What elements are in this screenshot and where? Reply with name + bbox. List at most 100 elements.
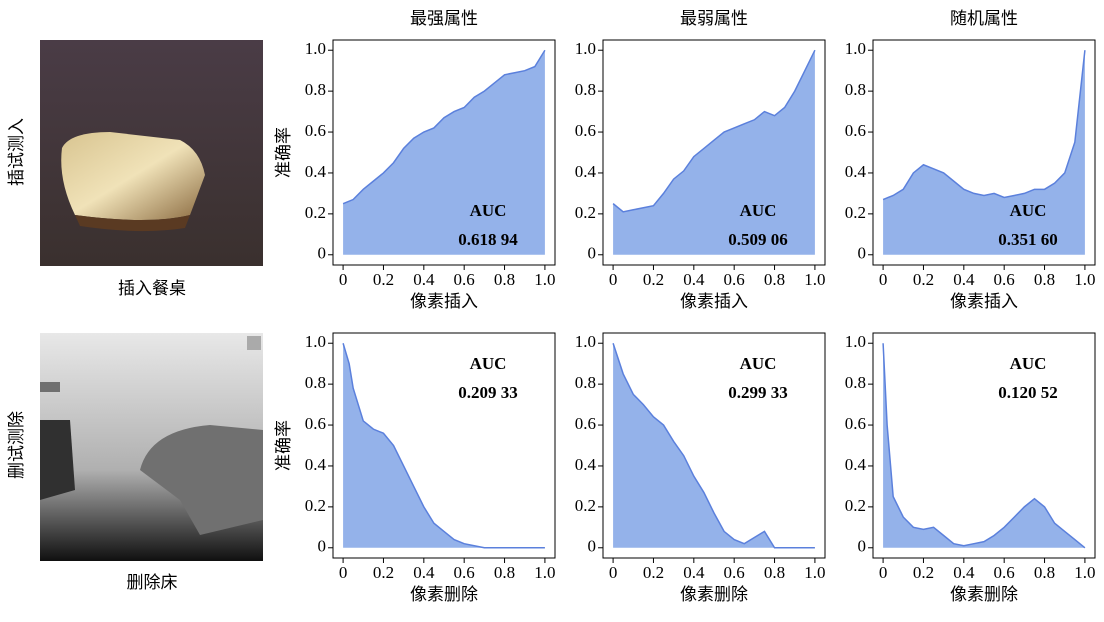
x-tick-label: 0.8 bbox=[1034, 270, 1055, 289]
annotation-value: 0.299 33 bbox=[728, 383, 788, 402]
y-tick-label: 0.2 bbox=[305, 496, 326, 515]
annotation-title: AUC bbox=[1010, 354, 1047, 373]
y-tick-label: 0.6 bbox=[845, 121, 866, 140]
row-label: 删试测除 bbox=[7, 411, 26, 479]
x-axis-label: 像素删除 bbox=[680, 585, 748, 604]
x-axis-label: 像素插入 bbox=[950, 292, 1018, 311]
y-axis-label: 准确率 bbox=[274, 127, 293, 178]
y-tick-label: 0 bbox=[858, 537, 867, 556]
annotation-title: AUC bbox=[740, 201, 777, 220]
y-tick-label: 0 bbox=[588, 537, 597, 556]
image-caption: 插入餐桌 bbox=[118, 279, 186, 298]
area-fill bbox=[343, 50, 545, 255]
x-tick-label: 0.4 bbox=[413, 563, 435, 582]
x-tick-label: 0.8 bbox=[494, 270, 515, 289]
x-tick-label: 0.2 bbox=[913, 563, 934, 582]
annotation-value: 0.351 60 bbox=[998, 230, 1058, 249]
x-tick-label: 0.4 bbox=[683, 563, 705, 582]
x-tick-label: 0.6 bbox=[724, 270, 745, 289]
y-tick-label: 0.4 bbox=[575, 162, 597, 181]
y-tick-label: 1.0 bbox=[845, 39, 866, 58]
y-tick-label: 0.4 bbox=[575, 455, 597, 474]
x-tick-label: 0.2 bbox=[373, 563, 394, 582]
x-tick-label: 0 bbox=[339, 563, 348, 582]
x-tick-label: 1.0 bbox=[1074, 270, 1095, 289]
column-title: 最弱属性 bbox=[680, 9, 748, 28]
y-tick-label: 0.6 bbox=[845, 414, 866, 433]
y-tick-label: 0.8 bbox=[845, 80, 866, 99]
row-label: 插试测入 bbox=[7, 118, 26, 186]
area-fill bbox=[883, 50, 1085, 255]
x-tick-label: 0.4 bbox=[953, 270, 975, 289]
x-axis-label: 像素删除 bbox=[950, 585, 1018, 604]
y-tick-label: 0.6 bbox=[305, 121, 326, 140]
column-title: 随机属性 bbox=[950, 9, 1018, 28]
y-tick-label: 0.4 bbox=[845, 162, 867, 181]
annotation-title: AUC bbox=[1010, 201, 1047, 220]
y-tick-label: 0 bbox=[588, 244, 597, 263]
y-tick-label: 0 bbox=[858, 244, 867, 263]
x-tick-label: 0 bbox=[609, 563, 618, 582]
delete-image bbox=[40, 333, 263, 561]
y-tick-label: 0.6 bbox=[575, 414, 596, 433]
x-tick-label: 0.6 bbox=[454, 563, 475, 582]
y-tick-label: 0 bbox=[318, 244, 327, 263]
x-axis-label: 像素插入 bbox=[680, 292, 748, 311]
y-tick-label: 0.8 bbox=[305, 80, 326, 99]
y-tick-label: 0.8 bbox=[305, 373, 326, 392]
area-line bbox=[883, 343, 1085, 548]
y-tick-label: 0.8 bbox=[845, 373, 866, 392]
annotation-title: AUC bbox=[470, 354, 507, 373]
y-tick-label: 1.0 bbox=[305, 332, 326, 351]
x-tick-label: 0.8 bbox=[1034, 563, 1055, 582]
annotation-value: 0.618 94 bbox=[458, 230, 518, 249]
y-tick-label: 1.0 bbox=[305, 39, 326, 58]
annotation-value: 0.509 06 bbox=[728, 230, 788, 249]
annotation-value: 0.120 52 bbox=[998, 383, 1058, 402]
y-tick-label: 0.2 bbox=[575, 203, 596, 222]
x-axis-label: 像素删除 bbox=[410, 585, 478, 604]
x-tick-label: 0.4 bbox=[683, 270, 705, 289]
insert-image bbox=[40, 40, 263, 266]
x-tick-label: 1.0 bbox=[534, 270, 555, 289]
x-tick-label: 0.2 bbox=[913, 270, 934, 289]
y-tick-label: 0.4 bbox=[305, 455, 327, 474]
y-tick-label: 0.2 bbox=[845, 496, 866, 515]
annotation-title: AUC bbox=[740, 354, 777, 373]
y-tick-label: 1.0 bbox=[845, 332, 866, 351]
column-title: 最强属性 bbox=[410, 9, 478, 28]
x-tick-label: 1.0 bbox=[1074, 563, 1095, 582]
x-axis-label: 像素插入 bbox=[410, 292, 478, 311]
y-tick-label: 0.4 bbox=[305, 162, 327, 181]
x-tick-label: 0.8 bbox=[494, 563, 515, 582]
y-tick-label: 0.2 bbox=[575, 496, 596, 515]
image-caption: 删除床 bbox=[127, 573, 178, 592]
area-fill bbox=[613, 343, 815, 548]
x-tick-label: 0.6 bbox=[994, 563, 1015, 582]
y-tick-label: 1.0 bbox=[575, 332, 596, 351]
x-tick-label: 0.2 bbox=[643, 563, 664, 582]
x-tick-label: 0.6 bbox=[454, 270, 475, 289]
y-tick-label: 0.8 bbox=[575, 373, 596, 392]
y-tick-label: 0.2 bbox=[305, 203, 326, 222]
x-tick-label: 0 bbox=[879, 270, 888, 289]
x-tick-label: 0.8 bbox=[764, 270, 785, 289]
x-tick-label: 1.0 bbox=[804, 270, 825, 289]
area-fill bbox=[613, 50, 815, 255]
figure: 最强属性 最弱属性 随机属性 插试测入 删试测除 插入餐桌 删除床 0 0.2 0.… bbox=[0, 0, 1104, 617]
area-fill bbox=[343, 343, 545, 548]
x-tick-label: 0 bbox=[609, 270, 618, 289]
x-tick-label: 0 bbox=[339, 270, 348, 289]
x-tick-label: 1.0 bbox=[534, 563, 555, 582]
y-tick-label: 1.0 bbox=[575, 39, 596, 58]
x-tick-label: 0.4 bbox=[953, 563, 975, 582]
annotation-title: AUC bbox=[470, 201, 507, 220]
y-tick-label: 0 bbox=[318, 537, 327, 556]
x-tick-label: 0.6 bbox=[724, 563, 745, 582]
y-tick-label: 0.6 bbox=[575, 121, 596, 140]
y-tick-label: 0.4 bbox=[845, 455, 867, 474]
x-tick-label: 0.8 bbox=[764, 563, 785, 582]
x-tick-label: 0.4 bbox=[413, 270, 435, 289]
y-tick-label: 0.6 bbox=[305, 414, 326, 433]
x-tick-label: 0.2 bbox=[643, 270, 664, 289]
